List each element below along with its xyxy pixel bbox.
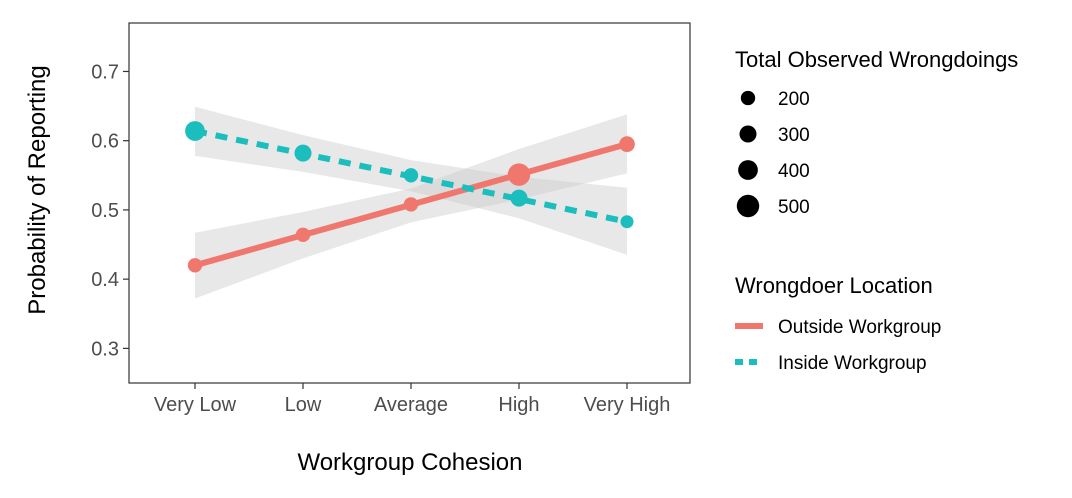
- x-axis: Very Low Low Average High Very High: [154, 383, 670, 416]
- point-s1-4: [620, 215, 634, 229]
- data-points: [185, 121, 635, 273]
- point-s0-1: [295, 227, 311, 243]
- size-legend-key-0: [740, 90, 756, 106]
- point-s1-1: [294, 144, 312, 162]
- point-s0-4: [619, 136, 635, 153]
- size-legend-key-3: [736, 194, 760, 218]
- x-tick-label-1: Low: [285, 394, 322, 416]
- color-legend-label-1: Inside Workgroup: [778, 353, 927, 374]
- y-tick-label-2: 0.5: [91, 200, 119, 222]
- y-tick-label-4: 0.7: [91, 61, 119, 83]
- point-s0-2: [403, 197, 419, 212]
- color-legend-title: Wrongdoer Location: [735, 273, 933, 298]
- size-legend-title: Total Observed Wrongdoings: [735, 47, 1018, 72]
- x-tick-label-4: Very High: [584, 394, 671, 416]
- x-tick-label-0: Very Low: [154, 394, 237, 416]
- x-axis-title: Workgroup Cohesion: [297, 449, 522, 476]
- color-legend-label-0: Outside Workgroup: [778, 317, 941, 338]
- point-s1-0: [185, 121, 205, 141]
- y-tick-label-0: 0.3: [91, 338, 119, 360]
- y-tick-label-1: 0.4: [91, 269, 119, 291]
- point-s0-3: [507, 163, 531, 186]
- size-legend-key-2: [738, 160, 758, 180]
- size-legend: 200 300 400 500: [736, 89, 810, 218]
- x-tick-label-3: High: [498, 394, 539, 416]
- size-legend-key-1: [739, 125, 757, 143]
- size-legend-label-1: 300: [778, 125, 810, 146]
- x-tick-label-2: Average: [374, 394, 448, 416]
- size-legend-label-2: 400: [778, 161, 810, 182]
- size-legend-label-0: 200: [778, 89, 810, 110]
- point-s1-2: [403, 168, 419, 183]
- y-axis: 0.3 0.4 0.5 0.6 0.7: [91, 61, 129, 360]
- point-s1-3: [510, 189, 528, 207]
- size-legend-label-3: 500: [778, 197, 810, 218]
- y-tick-label-3: 0.6: [91, 131, 119, 153]
- point-s0-0: [187, 258, 203, 273]
- color-legend: Outside Workgroup Inside Workgroup: [735, 317, 941, 374]
- y-axis-title: Probability of Reporting: [24, 65, 51, 314]
